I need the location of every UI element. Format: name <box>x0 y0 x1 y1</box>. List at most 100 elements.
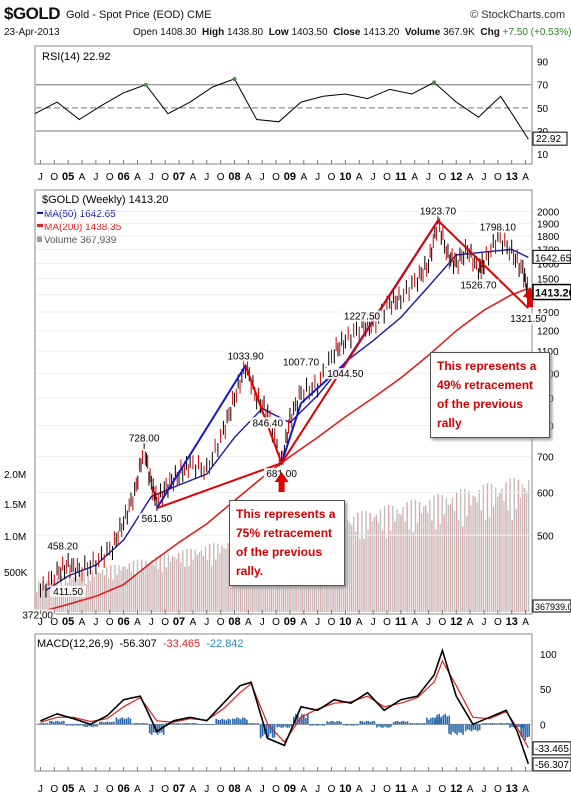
x-axis-label: O <box>161 784 169 795</box>
x-axis-label: A <box>356 784 363 795</box>
volume-bar <box>118 565 120 612</box>
volume-bar <box>392 506 394 612</box>
price-tick-label: 600 <box>537 489 554 500</box>
macd-legend: MACD(12,26,9) -56.307 -33.465 -22.842 <box>37 638 244 650</box>
x-axis-label: O <box>272 617 280 628</box>
macd-legend-signal: -33.465 <box>163 638 200 650</box>
volume-bar <box>457 520 460 612</box>
x-axis-label: O <box>328 172 336 183</box>
volume-bar <box>202 555 205 612</box>
macd-histogram-bar <box>344 724 347 726</box>
macd-histogram-bar <box>65 724 68 726</box>
close-label: Close <box>333 27 361 38</box>
macd-histogram-bar <box>156 724 159 735</box>
macd-histogram-bar <box>474 724 477 731</box>
volume-bar <box>89 580 91 612</box>
macd-histogram-bar <box>305 717 307 725</box>
macd-histogram-bar <box>489 723 492 725</box>
volume-bar <box>369 512 371 612</box>
volume-bar <box>120 570 122 612</box>
x-axis-label: O <box>106 617 114 628</box>
price-tick-label: 700 <box>537 453 554 464</box>
macd-histogram-bar <box>108 722 111 725</box>
volume-bar <box>130 572 133 612</box>
volume-bar <box>186 548 188 612</box>
x-axis-label: O <box>106 784 114 795</box>
volume-bar <box>108 578 110 612</box>
macd-histogram-bar <box>392 722 395 725</box>
volume-bar <box>225 548 227 612</box>
x-axis-label: O <box>50 617 58 628</box>
macd-histogram-bar <box>245 722 247 725</box>
volume-bar <box>200 550 203 612</box>
macd-histogram-bar <box>49 721 51 725</box>
price-tick-label: 500 <box>537 531 554 542</box>
x-axis-label: A <box>79 172 86 183</box>
macd-histogram-bar <box>438 713 440 725</box>
volume-bar <box>455 492 458 612</box>
macd-histogram-bar <box>190 723 192 725</box>
macd-histogram-bar <box>148 724 151 734</box>
volume-bar <box>476 502 478 612</box>
rsi-tick-label: 10 <box>537 150 549 161</box>
rsi-line <box>34 78 529 140</box>
macd-histogram-bar <box>144 723 146 725</box>
volume-bar <box>427 512 429 612</box>
price-tick-label: 2000 <box>537 207 560 218</box>
volume-bar <box>46 581 48 612</box>
price-label: 1798.10 <box>480 222 517 233</box>
macd-histogram-bar <box>390 724 392 727</box>
rsi-tick-label: 70 <box>537 81 549 92</box>
macd-histogram-bar <box>526 724 528 738</box>
x-axis-label: 10 <box>339 616 351 628</box>
x-axis-label: A <box>467 784 474 795</box>
macd-histogram-bar <box>152 724 155 733</box>
macd-histogram-bar <box>192 722 194 725</box>
volume-label: Volume <box>404 27 441 38</box>
macd-histogram-bar <box>354 724 357 726</box>
macd-histogram-bar <box>271 724 274 738</box>
macd-histogram-bar <box>386 724 388 728</box>
volume-bar <box>525 491 528 612</box>
volume-bar <box>350 525 353 612</box>
volume-bar <box>38 581 40 612</box>
x-axis-label: 09 <box>284 783 296 795</box>
x-axis-label: 10 <box>339 783 351 795</box>
volume-bar <box>344 529 347 612</box>
volume-bar <box>507 510 509 612</box>
macd-histogram-bar <box>317 724 320 726</box>
x-axis-label: J <box>260 172 265 183</box>
macd-histogram-bar <box>210 724 213 725</box>
volume-bar <box>221 545 223 612</box>
macd-histogram-bar <box>267 724 270 737</box>
volume-bar <box>431 520 433 612</box>
macd-histogram-bar <box>409 723 412 725</box>
macd-histogram-bar <box>342 724 345 726</box>
x-axis-label: 08 <box>228 783 240 795</box>
macd-histogram-bar <box>290 724 292 727</box>
macd-histogram-bar <box>104 721 107 725</box>
volume-last-label: 367939.0 <box>535 602 571 612</box>
price-last-box <box>532 283 571 301</box>
macd-histogram-bar <box>84 724 86 727</box>
x-axis-label: J <box>315 617 320 628</box>
volume-bar <box>54 584 56 612</box>
volume-bar <box>414 499 417 612</box>
volume-bar <box>128 563 131 612</box>
macd-histogram-bar <box>123 718 126 725</box>
volume-bar <box>488 517 491 612</box>
macd-histogram-bar <box>400 721 403 725</box>
macd-histogram-bar <box>94 724 96 727</box>
volume-bar <box>44 585 46 612</box>
macd-histogram-bar <box>44 723 47 725</box>
macd-histogram-bar <box>348 724 351 726</box>
volume-value: 367.9K <box>443 27 475 38</box>
macd-histogram-bar <box>162 724 165 735</box>
volume-bar <box>437 494 439 612</box>
volume-bar <box>385 538 388 612</box>
macd-histogram-bar <box>413 723 416 725</box>
volume-bar <box>42 581 44 612</box>
volume-bar <box>48 582 50 612</box>
volume-bar <box>357 512 359 612</box>
macd-histogram-bar <box>38 723 41 725</box>
